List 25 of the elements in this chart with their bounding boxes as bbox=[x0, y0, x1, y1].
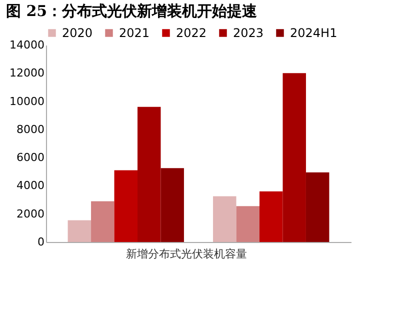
legend-label: 2022 bbox=[176, 26, 207, 40]
legend-label: 2023 bbox=[233, 26, 264, 40]
bar bbox=[213, 196, 236, 242]
bar bbox=[91, 201, 114, 242]
x-tick-label: 新增分布式光伏装机容量 bbox=[126, 248, 247, 260]
y-tick-label: 14000 bbox=[10, 38, 44, 52]
bar bbox=[236, 206, 260, 242]
bar bbox=[282, 73, 306, 242]
legend-label: 2021 bbox=[119, 26, 150, 40]
bar bbox=[306, 172, 330, 242]
y-tick-label: 2000 bbox=[16, 207, 44, 220]
bar bbox=[114, 170, 138, 242]
chart-title: 图 25：分布式光伏新增装机开始提速 bbox=[6, 2, 258, 20]
y-tick-label: 4000 bbox=[16, 179, 44, 192]
legend-label: 2024H1 bbox=[290, 26, 338, 40]
legend-label: 2020 bbox=[62, 26, 93, 40]
bar bbox=[260, 191, 283, 242]
y-tick-label: 10000 bbox=[10, 94, 44, 108]
y-tick-label: 0 bbox=[38, 236, 44, 248]
bar bbox=[68, 220, 92, 242]
y-tick-label: 8000 bbox=[16, 122, 44, 136]
bar bbox=[160, 168, 184, 242]
bar bbox=[138, 106, 161, 242]
y-tick-label: 6000 bbox=[16, 151, 44, 164]
y-tick-label: 12000 bbox=[10, 66, 44, 80]
